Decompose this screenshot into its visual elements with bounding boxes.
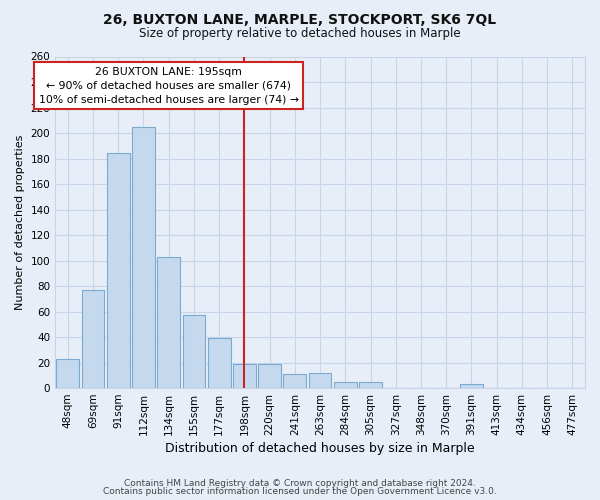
Bar (258, 364, 281, 388)
Text: Size of property relative to detached houses in Marple: Size of property relative to detached ho… (139, 28, 461, 40)
Text: Contains public sector information licensed under the Open Government Licence v3: Contains public sector information licen… (103, 487, 497, 496)
Bar (233, 364, 256, 388)
Text: 26, BUXTON LANE, MARPLE, STOCKPORT, SK6 7QL: 26, BUXTON LANE, MARPLE, STOCKPORT, SK6 … (103, 12, 497, 26)
Bar (208, 338, 230, 388)
X-axis label: Distribution of detached houses by size in Marple: Distribution of detached houses by size … (165, 442, 475, 455)
Bar (82, 290, 104, 388)
Bar (157, 256, 180, 388)
Bar (56, 358, 79, 388)
Bar (359, 382, 382, 388)
Bar (132, 126, 155, 388)
Bar (182, 316, 205, 388)
Bar (334, 382, 356, 388)
Bar (460, 384, 483, 388)
Y-axis label: Number of detached properties: Number of detached properties (15, 134, 25, 310)
Text: 26 BUXTON LANE: 195sqm
← 90% of detached houses are smaller (674)
10% of semi-de: 26 BUXTON LANE: 195sqm ← 90% of detached… (39, 66, 299, 104)
Text: Contains HM Land Registry data © Crown copyright and database right 2024.: Contains HM Land Registry data © Crown c… (124, 478, 476, 488)
Bar (107, 154, 130, 388)
Bar (309, 373, 331, 388)
Bar (283, 374, 306, 388)
